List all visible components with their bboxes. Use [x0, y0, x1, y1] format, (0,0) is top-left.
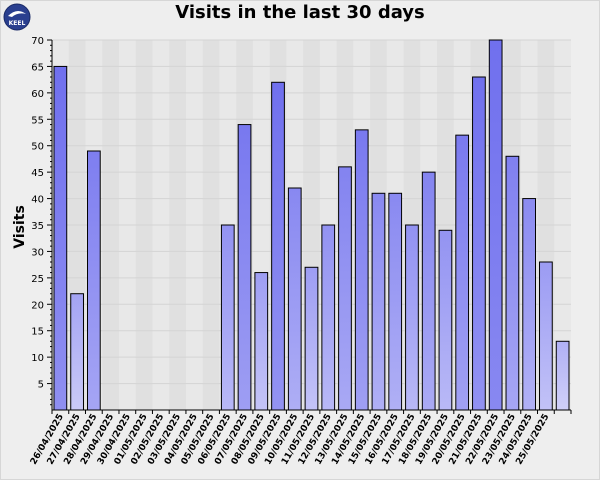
bar-21/05/2025 [472, 76, 486, 411]
bar-28/04/2025 [86, 150, 101, 411]
y-tick-label: 35 [31, 221, 44, 232]
bar-20/05/2025 [455, 134, 470, 411]
bar-23/05/2025 [505, 155, 520, 411]
bar-10/05/2025 [287, 187, 302, 411]
y-tick-label: 10 [31, 353, 44, 364]
bar-14/05/2025 [354, 129, 369, 411]
y-tick-label: 25 [31, 274, 44, 285]
bar-13/05/2025 [338, 166, 352, 411]
bar-24/05/2025 [522, 198, 537, 411]
y-tick-label: 55 [31, 115, 44, 126]
bar-18/05/2025 [421, 171, 436, 411]
y-tick-label: 70 [31, 36, 44, 47]
bar-07/05/2025 [237, 124, 252, 411]
bar-undefined [555, 340, 570, 411]
y-tick-label: 20 [31, 300, 44, 311]
y-tick-label: 40 [31, 195, 44, 206]
y-tick-label: 60 [31, 89, 44, 100]
y-tick-label: 5 [38, 380, 44, 391]
bar-09/05/2025 [271, 81, 285, 411]
bar-27/04/2025 [70, 293, 84, 411]
y-tick-label: 50 [31, 142, 44, 153]
bar-17/05/2025 [405, 224, 419, 411]
y-tick-label: 45 [31, 168, 44, 179]
bar-22/05/2025 [488, 39, 503, 411]
chart-title: Visits in the last 30 days [175, 2, 425, 23]
bar-12/05/2025 [321, 224, 336, 411]
y-tick-label: 65 [31, 62, 44, 73]
bar-15/05/2025 [371, 192, 386, 411]
bar-11/05/2025 [304, 266, 319, 411]
bar-19/05/2025 [438, 229, 453, 411]
logo-text: KEEL [9, 20, 26, 27]
y-tick-label: 30 [31, 247, 44, 258]
bar-25/05/2025 [539, 261, 553, 411]
keel-logo: KEEL [3, 3, 31, 31]
y-tick-label: 15 [31, 327, 44, 338]
bar-06/05/2025 [220, 224, 235, 411]
bar-08/05/2025 [254, 272, 269, 411]
bar-16/05/2025 [388, 192, 403, 411]
bar-26/04/2025 [53, 65, 68, 411]
